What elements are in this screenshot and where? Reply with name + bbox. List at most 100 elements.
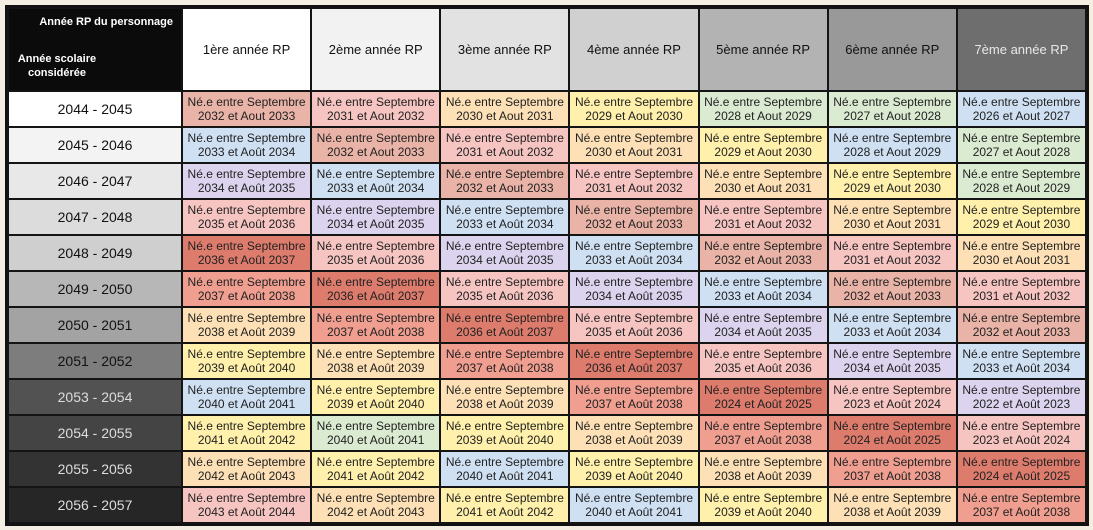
cell-line-2: 2032 et Aout 2033 [972, 325, 1071, 339]
cell-line-2: 2030 et Aout 2031 [585, 145, 683, 159]
table-row: 2054 - 2055 Né.e entre Septembre 2041 et A… [7, 414, 1088, 452]
cell-line-2: 2037 et Août 2038 [714, 433, 812, 447]
cell-line-1: Né.e entre Septembre [833, 167, 952, 181]
cell-line-1: Né.e entre Septembre [445, 419, 564, 433]
table-cell: Né.e entre Septembre 2040 et Août 2041 [568, 486, 700, 524]
cell-line-1: Né.e entre Septembre [187, 455, 306, 469]
row-header-school-year: 2056 - 2057 [7, 486, 183, 524]
cell-line-1: Né.e entre Septembre [445, 239, 564, 253]
cell-line-1: Né.e entre Septembre [316, 239, 435, 253]
cell-line-2: 2023 et Août 2024 [972, 433, 1071, 447]
table-cell: Né.e entre Septembre 2033 et Août 2034 [826, 306, 958, 344]
table-cell: Né.e entre Septembre 2034 et Août 2035 [310, 198, 442, 236]
cell-line-2: 2023 et Août 2024 [843, 397, 941, 411]
cell-line-2: 2043 et Août 2044 [197, 505, 296, 519]
cell-line-1: Né.e entre Septembre [187, 95, 306, 109]
row-header-school-year: 2045 - 2046 [7, 126, 183, 164]
cell-line-2: 2041 et Août 2042 [456, 505, 554, 519]
table-cell: Né.e entre Septembre 2038 et Août 2039 [826, 486, 958, 524]
cell-line-2: 2038 et Août 2039 [843, 505, 941, 519]
cell-line-1: Né.e entre Septembre [316, 95, 435, 109]
cell-line-1: Né.e entre Septembre [704, 311, 823, 325]
row-header-school-year: 2055 - 2056 [7, 450, 183, 488]
table-cell: Né.e entre Septembre 2037 et Août 2038 [955, 486, 1088, 524]
cell-line-2: 2027 et Aout 2028 [972, 145, 1071, 159]
cell-line-1: Né.e entre Septembre [833, 491, 952, 505]
cell-line-1: Né.e entre Septembre [833, 275, 952, 289]
table-cell: Né.e entre Septembre 2028 et Aout 2029 [826, 126, 958, 164]
cell-line-2: 2031 et Aout 2032 [714, 217, 812, 231]
cell-line-1: Né.e entre Septembre [316, 347, 435, 361]
cell-line-1: Né.e entre Septembre [833, 311, 952, 325]
table-frame: Année RP du personnage Année scolaire co… [5, 5, 1089, 526]
table-cell: Né.e entre Septembre 2039 et Août 2040 [310, 378, 442, 416]
table-cell: Né.e entre Septembre 2036 et Août 2037 [439, 306, 571, 344]
cell-line-2: 2035 et Août 2036 [197, 217, 296, 231]
cell-line-1: Né.e entre Septembre [962, 311, 1081, 325]
header-row: Année RP du personnage Année scolaire co… [7, 7, 1088, 92]
cell-line-2: 2040 et Août 2041 [456, 469, 554, 483]
cell-line-2: 2036 et Août 2037 [585, 361, 683, 375]
cell-line-1: Né.e entre Septembre [833, 131, 952, 145]
cell-line-1: Né.e entre Septembre [445, 491, 564, 505]
table-cell: Né.e entre Septembre 2032 et Aout 2033 [568, 198, 700, 236]
cell-line-2: 2032 et Aout 2033 [843, 289, 941, 303]
table-cell: Né.e entre Septembre 2037 et Août 2038 [310, 306, 442, 344]
cell-line-1: Né.e entre Septembre [316, 491, 435, 505]
cell-line-1: Né.e entre Septembre [704, 167, 823, 181]
table-cell: Né.e entre Septembre 2039 et Août 2040 [697, 486, 829, 524]
corner-header: Année RP du personnage Année scolaire co… [7, 7, 183, 92]
table-cell: Né.e entre Septembre 2029 et Aout 2030 [568, 90, 700, 128]
cell-line-1: Né.e entre Septembre [962, 455, 1081, 469]
table-cell: Né.e entre Septembre 2030 et Aout 2031 [955, 234, 1088, 272]
cell-line-2: 2030 et Aout 2031 [843, 217, 941, 231]
table-cell: Né.e entre Septembre 2034 et Août 2035 [826, 342, 958, 380]
cell-line-2: 2024 et Août 2025 [714, 397, 812, 411]
table-row: 2047 - 2048 Né.e entre Septembre 2035 et A… [7, 198, 1088, 236]
table-cell: Né.e entre Septembre 2023 et Août 2024 [955, 414, 1088, 452]
row-header-school-year: 2053 - 2054 [7, 378, 183, 416]
table-cell: Né.e entre Septembre 2030 et Aout 2031 [568, 126, 700, 164]
cell-line-1: Né.e entre Septembre [574, 419, 694, 433]
table-cell: Né.e entre Septembre 2038 et Août 2039 [439, 378, 571, 416]
table-cell: Né.e entre Septembre 2031 et Aout 2032 [697, 198, 829, 236]
cell-line-1: Né.e entre Septembre [833, 383, 952, 397]
table-cell: Né.e entre Septembre 2041 et Août 2042 [180, 414, 313, 452]
cell-line-1: Né.e entre Septembre [316, 167, 435, 181]
cell-line-2: 2037 et Août 2038 [456, 361, 554, 375]
table-cell: Né.e entre Septembre 2037 et Août 2038 [826, 450, 958, 488]
cell-line-1: Né.e entre Septembre [704, 455, 823, 469]
cell-line-2: 2028 et Aout 2029 [972, 181, 1071, 195]
table-cell: Né.e entre Septembre 2035 et Août 2036 [180, 198, 313, 236]
cell-line-1: Né.e entre Septembre [704, 419, 823, 433]
cell-line-2: 2030 et Aout 2031 [972, 253, 1071, 267]
birth-year-table: Année RP du personnage Année scolaire co… [7, 7, 1088, 524]
table-cell: Né.e entre Septembre 2039 et Août 2040 [180, 342, 313, 380]
table-cell: Né.e entre Septembre 2039 et Août 2040 [439, 414, 571, 452]
row-header-school-year: 2048 - 2049 [7, 234, 183, 272]
cell-line-2: 2036 et Août 2037 [326, 289, 425, 303]
cell-line-2: 2032 et Aout 2033 [326, 145, 425, 159]
cell-line-1: Né.e entre Septembre [574, 203, 694, 217]
cell-line-1: Né.e entre Septembre [445, 275, 564, 289]
cell-line-2: 2033 et Août 2034 [972, 361, 1071, 375]
table-cell: Né.e entre Septembre 2039 et Août 2040 [568, 450, 700, 488]
table-cell: Né.e entre Septembre 2033 et Août 2034 [955, 342, 1088, 380]
cell-line-1: Né.e entre Septembre [574, 311, 694, 325]
cell-line-2: 2038 et Août 2039 [197, 325, 296, 339]
table-cell: Né.e entre Septembre 2029 et Aout 2030 [697, 126, 829, 164]
table-cell: Né.e entre Septembre 2032 et Aout 2033 [697, 234, 829, 272]
table-cell: Né.e entre Septembre 2038 et Août 2039 [697, 450, 829, 488]
table-cell: Né.e entre Septembre 2035 et Août 2036 [310, 234, 442, 272]
cell-line-1: Né.e entre Septembre [704, 239, 823, 253]
cell-line-1: Né.e entre Septembre [962, 167, 1081, 181]
row-header-school-year: 2047 - 2048 [7, 198, 183, 236]
cell-line-2: 2035 et Août 2036 [326, 253, 425, 267]
cell-line-2: 2036 et Août 2037 [456, 325, 554, 339]
cell-line-2: 2035 et Août 2036 [585, 325, 683, 339]
cell-line-1: Né.e entre Septembre [187, 131, 306, 145]
cell-line-1: Né.e entre Septembre [574, 167, 694, 181]
cell-line-1: Né.e entre Septembre [187, 167, 306, 181]
table-cell: Né.e entre Septembre 2040 et Août 2041 [310, 414, 442, 452]
cell-line-1: Né.e entre Septembre [445, 383, 564, 397]
